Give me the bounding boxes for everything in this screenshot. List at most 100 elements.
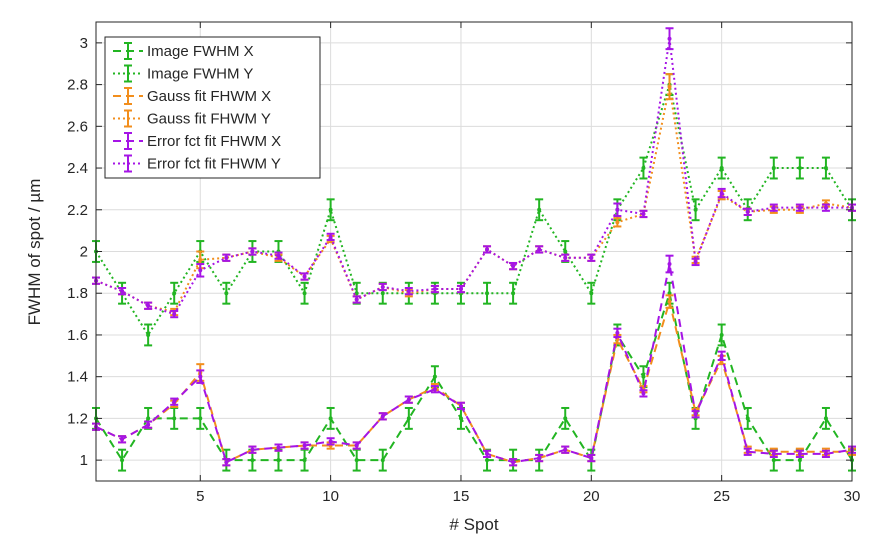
legend-item: Gauss fit FHWM X (113, 87, 271, 105)
series-layer (92, 27, 856, 472)
legend-item: Image FWHM X (113, 42, 254, 60)
data-point (328, 207, 333, 212)
data-point (432, 374, 437, 379)
data-point (797, 166, 802, 171)
y-tick-label: 2.8 (67, 77, 88, 94)
data-point (485, 451, 490, 456)
data-point (511, 291, 516, 296)
series-line (95, 297, 852, 464)
data-point (667, 84, 672, 89)
data-point (485, 247, 490, 252)
data-point (302, 458, 307, 463)
series-6 (92, 27, 856, 319)
x-tick-label: 5 (196, 488, 204, 505)
data-point (120, 289, 125, 294)
data-point (146, 332, 151, 337)
data-point (250, 249, 255, 254)
x-tick-label: 25 (713, 488, 730, 505)
data-point (406, 397, 411, 402)
data-point (458, 416, 463, 421)
data-point (667, 262, 672, 267)
data-point (511, 264, 516, 269)
data-point (172, 416, 177, 421)
x-tick-label: 15 (453, 488, 470, 505)
data-point (302, 274, 307, 279)
y-tick-label: 1.6 (67, 327, 88, 344)
data-point (380, 458, 385, 463)
data-point (511, 460, 516, 465)
y-tick-label: 1.4 (67, 369, 88, 386)
data-point (589, 456, 594, 461)
data-point (641, 211, 646, 216)
legend-label: Gauss fit FHWM X (147, 88, 271, 105)
data-point (719, 191, 724, 196)
data-point (771, 205, 776, 210)
data-point (667, 291, 672, 296)
data-point (797, 458, 802, 463)
series-line (95, 263, 853, 464)
legend-item: Image FWHM Y (113, 64, 253, 83)
data-point (537, 207, 542, 212)
data-point (745, 209, 750, 214)
data-point (406, 416, 411, 421)
data-point (485, 458, 490, 463)
data-point (354, 297, 359, 302)
data-point (328, 439, 333, 444)
data-point (745, 416, 750, 421)
data-point (458, 403, 463, 408)
data-point (589, 255, 594, 260)
data-point (823, 205, 828, 210)
data-point (589, 291, 594, 296)
data-point (380, 291, 385, 296)
series-line (95, 38, 852, 316)
data-point (172, 399, 177, 404)
data-point (380, 414, 385, 419)
data-point (198, 374, 203, 379)
data-point (823, 416, 828, 421)
y-tick-label: 2.6 (67, 118, 88, 135)
ticks: 5 10 15 20 25 30 1 1.2 1.4 1.6 1.8 2 2.2 2.4 2.6 2.8 3 (67, 22, 860, 505)
data-point (563, 249, 568, 254)
data-point (537, 456, 542, 461)
data-point (693, 412, 698, 417)
data-point (823, 451, 828, 456)
data-point (172, 312, 177, 317)
data-point (563, 447, 568, 452)
y-tick-label: 1.8 (67, 285, 88, 302)
data-point (563, 255, 568, 260)
x-tick-label: 20 (583, 488, 600, 505)
data-point (354, 291, 359, 296)
data-point (328, 234, 333, 239)
data-point (823, 166, 828, 171)
data-point (276, 253, 281, 258)
data-point (406, 289, 411, 294)
data-point (719, 166, 724, 171)
data-point (146, 303, 151, 308)
data-point (120, 437, 125, 442)
data-point (693, 259, 698, 264)
y-tick-label: 2.4 (67, 160, 88, 177)
data-point (146, 422, 151, 427)
legend-item: Gauss fit FHWM Y (113, 109, 271, 128)
grid (96, 22, 853, 481)
data-point (771, 166, 776, 171)
legend-box (104, 36, 321, 179)
x-tick-label: 10 (322, 488, 339, 505)
data-point (172, 291, 177, 296)
data-point (693, 207, 698, 212)
data-point (432, 287, 437, 292)
data-point (354, 443, 359, 448)
data-point (641, 391, 646, 396)
y-tick-label: 1.2 (67, 410, 88, 427)
data-point (198, 268, 203, 273)
data-point (745, 449, 750, 454)
data-point (615, 330, 620, 335)
data-point (302, 443, 307, 448)
data-point (224, 291, 229, 296)
data-point (276, 445, 281, 450)
legend: Image FWHM X Image FWHM Y Gauss fit FHWM X… (104, 36, 321, 179)
y-tick-label: 2.2 (67, 202, 88, 219)
data-point (537, 247, 542, 252)
y-tick-label: 2 (80, 244, 88, 261)
data-point (485, 291, 490, 296)
